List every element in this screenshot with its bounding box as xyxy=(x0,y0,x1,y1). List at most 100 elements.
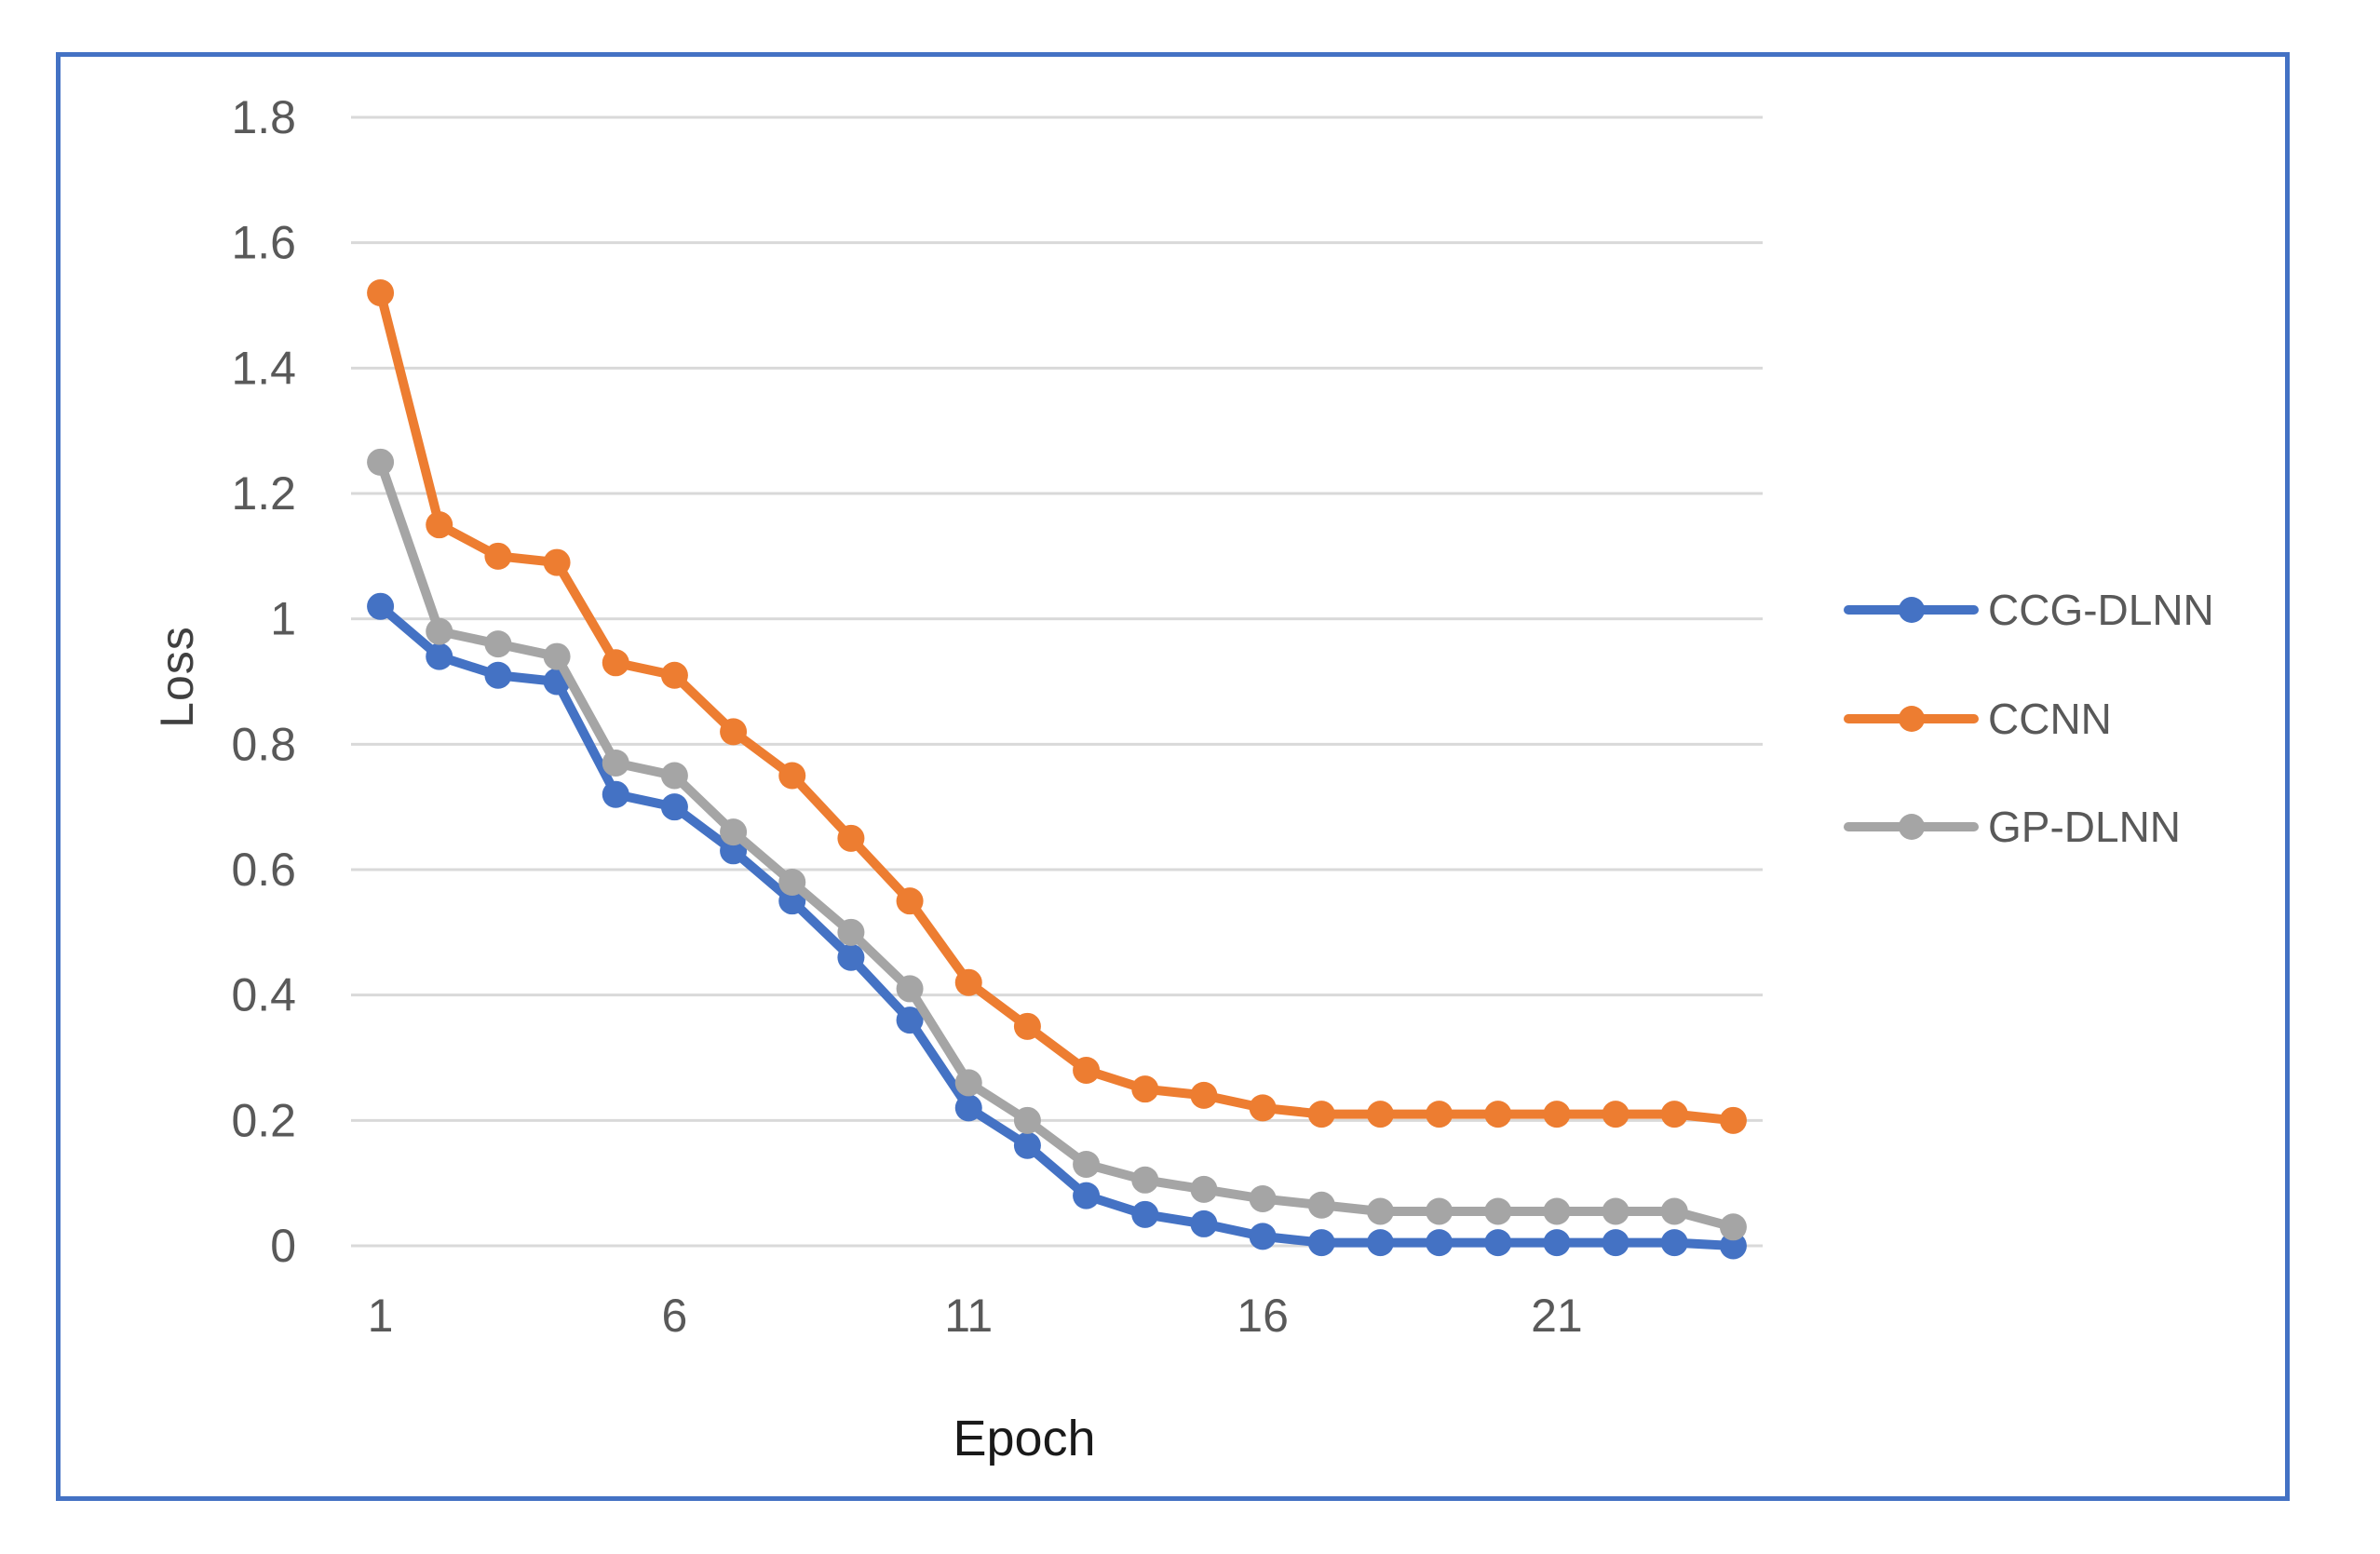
data-point-marker-gp-dlnn xyxy=(837,918,865,946)
data-point-marker-gp-dlnn xyxy=(602,750,629,777)
data-point-marker-ccnn xyxy=(1307,1101,1335,1128)
data-point-marker-ccnn xyxy=(896,887,924,915)
data-point-marker-gp-dlnn xyxy=(367,448,395,476)
data-point-marker-gp-dlnn xyxy=(1073,1150,1101,1178)
data-point-marker-ccg-dlnn xyxy=(1660,1229,1688,1257)
y-tick-label: 1.2 xyxy=(231,467,296,520)
data-point-marker-ccnn xyxy=(1543,1101,1571,1128)
data-point-marker-ccg-dlnn xyxy=(367,592,395,620)
y-tick-label: 1.4 xyxy=(231,342,296,394)
data-point-marker-gp-dlnn xyxy=(1719,1213,1747,1241)
legend-item-ccg-dlnn: CCG-DLNN xyxy=(1844,582,2214,638)
data-point-marker-ccnn xyxy=(1073,1056,1101,1084)
data-point-marker-ccnn xyxy=(837,824,865,852)
data-point-marker-gp-dlnn xyxy=(778,868,806,896)
data-point-marker-ccnn xyxy=(426,511,453,539)
data-point-marker-gp-dlnn xyxy=(660,762,688,790)
data-point-marker-ccg-dlnn xyxy=(1249,1223,1277,1250)
data-point-marker-ccg-dlnn xyxy=(1602,1229,1629,1257)
data-point-marker-ccg-dlnn xyxy=(1366,1229,1394,1257)
y-tick-label: 1.6 xyxy=(231,217,296,269)
data-point-marker-ccg-dlnn xyxy=(1307,1229,1335,1257)
data-point-marker-gp-dlnn xyxy=(1543,1197,1571,1225)
y-tick-label: 0.2 xyxy=(231,1094,296,1146)
legend-item-ccnn: CCNN xyxy=(1844,691,2112,747)
y-axis-title: Loss xyxy=(151,626,203,728)
data-point-marker-ccg-dlnn xyxy=(1013,1131,1041,1159)
x-axis-title: Epoch xyxy=(953,1411,1096,1466)
data-point-marker-gp-dlnn xyxy=(426,617,453,645)
data-point-marker-ccg-dlnn xyxy=(837,943,865,971)
data-point-marker-gp-dlnn xyxy=(1131,1166,1159,1194)
data-point-marker-ccnn xyxy=(660,661,688,689)
legend-line-marker-icon xyxy=(1844,691,1979,747)
data-point-marker-ccnn xyxy=(778,762,806,790)
y-tick-label: 0.8 xyxy=(231,718,296,770)
data-point-marker-gp-dlnn xyxy=(1013,1106,1041,1134)
x-tick-label: 6 xyxy=(662,1290,688,1342)
data-point-marker-gp-dlnn xyxy=(1366,1197,1394,1225)
data-point-marker-gp-dlnn xyxy=(1484,1197,1512,1225)
data-point-marker-ccg-dlnn xyxy=(778,887,806,915)
data-point-marker-gp-dlnn xyxy=(484,630,512,658)
legend-item-gp-dlnn: GP-DLNN xyxy=(1844,799,2181,855)
data-point-marker-ccg-dlnn xyxy=(1131,1200,1159,1228)
data-point-marker-ccg-dlnn xyxy=(954,1094,982,1122)
data-point-marker-gp-dlnn xyxy=(1190,1175,1218,1203)
data-point-marker-ccnn xyxy=(543,548,571,576)
data-point-marker-ccg-dlnn xyxy=(602,780,629,808)
data-point-marker-ccnn xyxy=(1366,1101,1394,1128)
data-point-marker-gp-dlnn xyxy=(1660,1197,1688,1225)
data-point-marker-ccg-dlnn xyxy=(1719,1232,1747,1260)
x-tick-label: 1 xyxy=(368,1290,394,1342)
data-point-marker-gp-dlnn xyxy=(896,975,924,1003)
x-tick-label: 21 xyxy=(1531,1290,1583,1342)
data-point-marker-gp-dlnn xyxy=(1307,1191,1335,1219)
data-point-marker-ccg-dlnn xyxy=(426,642,453,670)
data-point-marker-ccg-dlnn xyxy=(720,837,748,865)
data-point-marker-ccg-dlnn xyxy=(896,1007,924,1034)
data-point-marker-ccnn xyxy=(720,718,748,746)
data-point-marker-ccg-dlnn xyxy=(1426,1229,1454,1257)
data-point-marker-ccnn xyxy=(1249,1094,1277,1122)
data-point-marker-ccnn xyxy=(1602,1101,1629,1128)
chart-frame xyxy=(56,52,2290,1501)
data-point-marker-ccnn xyxy=(1190,1081,1218,1109)
y-tick-label: 1.8 xyxy=(231,91,296,143)
y-tick-label: 1 xyxy=(270,593,296,645)
data-point-marker-ccg-dlnn xyxy=(484,661,512,689)
legend-line-marker-icon xyxy=(1844,582,1979,638)
data-point-marker-gp-dlnn xyxy=(1426,1197,1454,1225)
data-point-marker-gp-dlnn xyxy=(1602,1197,1629,1225)
x-tick-label: 16 xyxy=(1237,1290,1289,1342)
data-point-marker-gp-dlnn xyxy=(954,1069,982,1097)
data-point-marker-ccg-dlnn xyxy=(660,793,688,821)
data-point-marker-ccg-dlnn xyxy=(1190,1209,1218,1237)
legend-line-marker-icon xyxy=(1844,799,1979,855)
data-point-marker-gp-dlnn xyxy=(543,642,571,670)
data-point-marker-ccnn xyxy=(484,542,512,570)
data-point-marker-ccg-dlnn xyxy=(1073,1182,1101,1209)
data-point-marker-ccg-dlnn xyxy=(1484,1229,1512,1257)
data-point-marker-ccnn xyxy=(1131,1075,1159,1103)
data-point-marker-ccnn xyxy=(1426,1101,1454,1128)
y-tick-label: 0.4 xyxy=(231,969,296,1021)
y-tick-label: 0.6 xyxy=(231,844,296,896)
legend-label: GP-DLNN xyxy=(1988,803,2182,851)
x-tick-label: 11 xyxy=(944,1290,993,1342)
data-point-marker-ccnn xyxy=(954,968,982,996)
data-point-marker-ccnn xyxy=(1660,1101,1688,1128)
data-point-marker-gp-dlnn xyxy=(1249,1185,1277,1212)
y-tick-label: 0 xyxy=(270,1220,296,1272)
data-point-marker-ccnn xyxy=(1013,1012,1041,1040)
legend-label: CCG-DLNN xyxy=(1988,586,2214,634)
data-point-marker-ccnn xyxy=(602,649,629,677)
data-point-marker-ccnn xyxy=(1719,1106,1747,1134)
data-point-marker-ccnn xyxy=(1484,1101,1512,1128)
data-point-marker-ccnn xyxy=(367,279,395,307)
data-point-marker-gp-dlnn xyxy=(720,818,748,846)
data-point-marker-ccg-dlnn xyxy=(1543,1229,1571,1257)
legend-label: CCNN xyxy=(1988,695,2112,743)
